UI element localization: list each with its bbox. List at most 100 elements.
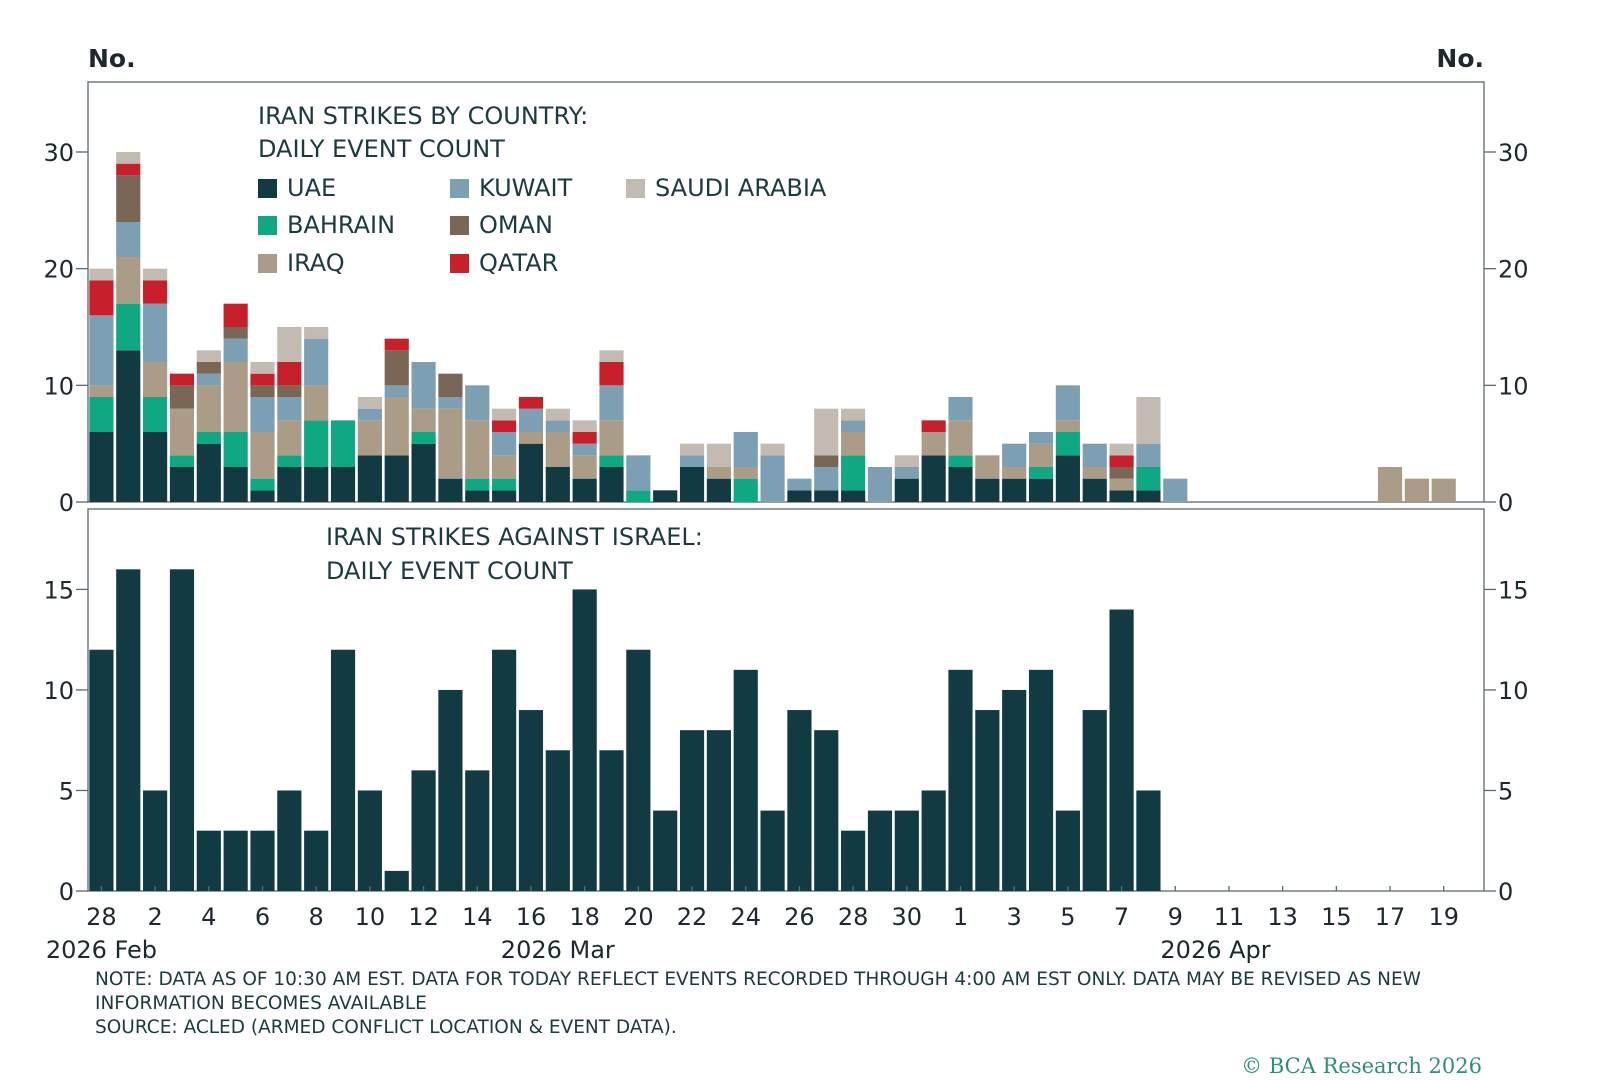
- top-bar-bahrain: [1028, 467, 1054, 479]
- bottom-bar-israel: [653, 810, 678, 891]
- top-bar-saudi-arabia: [250, 362, 275, 374]
- bottom-bar-israel: [438, 689, 463, 891]
- top-bar-iraq: [411, 408, 436, 432]
- x-tick-label: 18: [569, 903, 600, 931]
- x-tick-label: 26: [784, 903, 815, 931]
- top-bar-bahrain: [277, 455, 302, 467]
- bottom-bar-israel: [787, 710, 812, 891]
- bottom-bar-israel: [814, 730, 839, 891]
- x-tick-label: 1: [953, 903, 968, 931]
- top-bar-iraq: [465, 420, 490, 479]
- bottom-ytick-label-left: 10: [43, 677, 74, 705]
- top-bar-qatar: [143, 280, 168, 304]
- top-bar-saudi-arabia: [894, 455, 919, 467]
- top-bar-kuwait: [545, 420, 570, 432]
- bottom-bar-israel: [1028, 669, 1054, 891]
- x-tick-label: 19: [1428, 903, 1459, 931]
- bottom-ytick-label-right: 10: [1498, 677, 1529, 705]
- legend-label-saudi-arabia: SAUDI ARABIA: [655, 174, 827, 202]
- bottom-bar-israel: [89, 649, 114, 891]
- x-tick-label: 17: [1375, 903, 1406, 931]
- top-bar-uae: [492, 490, 517, 502]
- note-line-2: INFORMATION BECOMES AVAILABLE: [95, 993, 427, 1014]
- top-bar-uae: [679, 467, 705, 502]
- top-bar-bahrain: [143, 397, 168, 432]
- bottom-bar-israel: [867, 810, 893, 891]
- top-bar-kuwait: [814, 467, 839, 491]
- panel-overlay: No. No. IRAN STRIKES BY COUNTRY: DAILY E…: [88, 44, 1484, 585]
- bottom-bar-israel: [357, 790, 382, 891]
- top-bar-iraq: [492, 455, 517, 479]
- top-bar-uae: [599, 467, 624, 502]
- top-bar-iraq: [438, 408, 463, 479]
- legend-label-iraq: IRAQ: [287, 249, 345, 277]
- top-bar-qatar: [492, 420, 517, 432]
- top-bar-qatar: [116, 163, 141, 176]
- top-bar-kuwait: [357, 408, 382, 421]
- top-bar-oman: [814, 455, 839, 467]
- top-bar-uae: [411, 443, 436, 502]
- top-bar-uae: [1055, 455, 1080, 502]
- top-bar-kuwait: [1028, 432, 1054, 444]
- top-bar-bahrain: [169, 455, 195, 467]
- top-bar-uae: [894, 478, 919, 502]
- top-bar-iraq: [277, 420, 302, 456]
- x-tick-label: 28: [86, 903, 117, 931]
- x-tick-label: 6: [255, 903, 270, 931]
- top-bar-bahrain: [250, 478, 275, 491]
- bottom-bar-israel: [304, 830, 329, 891]
- bottom-bar-israel: [545, 750, 570, 891]
- top-bar-oman: [438, 373, 463, 397]
- top-bar-kuwait: [438, 397, 463, 409]
- top-bar-saudi-arabia: [1109, 443, 1134, 456]
- top-bar-uae: [572, 478, 597, 502]
- top-bar-kuwait: [679, 455, 705, 467]
- bottom-bar-israel: [1109, 609, 1134, 891]
- top-bar-bahrain: [626, 490, 651, 502]
- top-bar-qatar: [518, 397, 544, 409]
- x-tick-label: 11: [1214, 903, 1245, 931]
- bottom-bar-israel: [116, 569, 141, 891]
- top-bar-bahrain: [492, 478, 517, 491]
- bottom-frame: [87, 508, 1485, 892]
- top-bar-uae: [706, 478, 731, 502]
- top-bar-kuwait: [1163, 478, 1188, 502]
- top-bar-iraq: [948, 420, 973, 456]
- top-bar-bahrain: [599, 455, 624, 467]
- top-bar-bahrain: [1055, 432, 1080, 456]
- top-bar-uae: [1109, 490, 1134, 502]
- legend-swatch-bahrain: [258, 216, 277, 235]
- top-bar-uae: [330, 467, 356, 502]
- top-bar-qatar: [250, 373, 275, 386]
- top-bar-kuwait: [1082, 443, 1107, 467]
- x-tick-label: 22: [677, 903, 708, 931]
- top-bar-kuwait: [894, 467, 919, 479]
- top-bar-kuwait: [572, 443, 597, 456]
- top-bar-bahrain: [733, 478, 758, 502]
- top-bar-uae: [948, 467, 973, 502]
- top-bar-saudi-arabia: [304, 327, 329, 339]
- legend-swatch-iraq: [258, 254, 277, 273]
- chart-notes: NOTE: DATA AS OF 10:30 AM EST. DATA FOR …: [95, 968, 1425, 1040]
- top-bar-saudi-arabia: [841, 408, 866, 421]
- top-bar-iraq: [223, 362, 248, 432]
- bottom-bar-israel: [384, 870, 409, 891]
- top-bar-iraq: [599, 420, 624, 456]
- legend-label-qatar: QATAR: [479, 249, 558, 277]
- top-bar-oman: [277, 385, 302, 397]
- top-bar-kuwait: [304, 338, 329, 386]
- top-bar-bahrain: [223, 432, 248, 467]
- top-bar-uae: [921, 455, 946, 502]
- top-ytick-label-right: 20: [1498, 256, 1529, 284]
- x-tick-label: 28: [838, 903, 869, 931]
- x-tick-label: 14: [462, 903, 493, 931]
- x-tick-label: 24: [730, 903, 761, 931]
- bottom-bar-israel: [599, 750, 624, 891]
- top-bar-iraq: [545, 432, 570, 467]
- bottom-bar-israel: [626, 649, 651, 891]
- top-bar-kuwait: [1136, 443, 1161, 467]
- top-bar-kuwait: [948, 397, 973, 421]
- top-bar-bahrain: [411, 432, 436, 444]
- top-ytick-label-left: 20: [43, 256, 74, 284]
- x-tick-label: 20: [623, 903, 654, 931]
